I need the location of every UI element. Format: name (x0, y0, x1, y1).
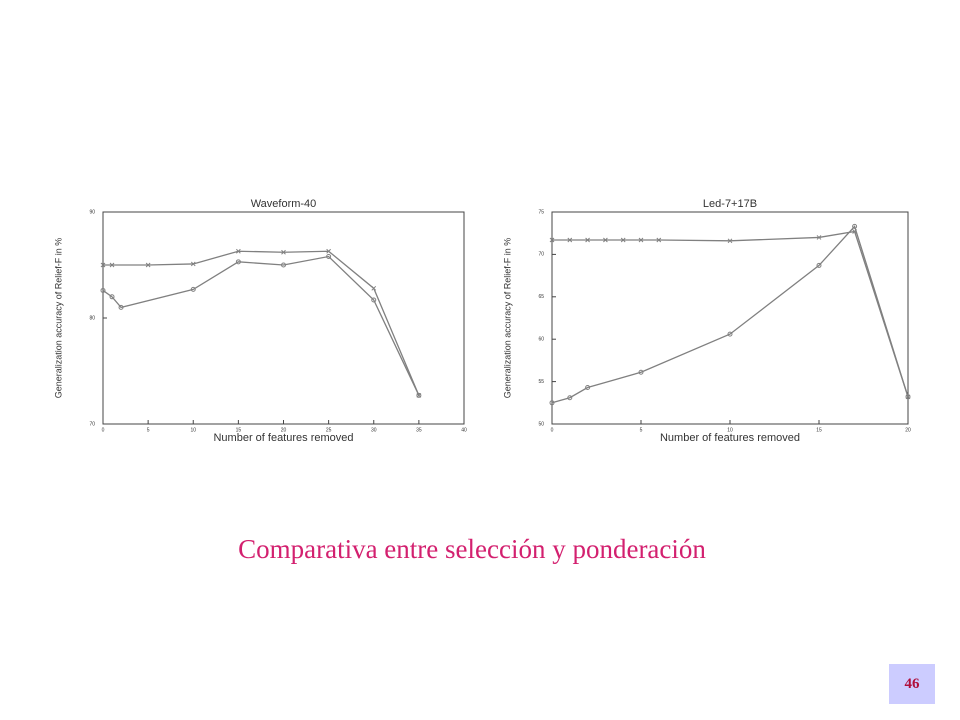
point (109, 262, 115, 268)
point (603, 237, 608, 243)
series-line (103, 250, 420, 396)
y-tick-label: 65 (538, 294, 544, 300)
point (100, 262, 106, 268)
x-tick-label: 0 (102, 427, 105, 433)
point (416, 392, 422, 398)
plot-frame (102, 211, 465, 425)
point (585, 237, 590, 243)
point (852, 223, 858, 229)
x-tick-label: 15 (816, 427, 822, 433)
point (905, 394, 911, 400)
point (549, 237, 555, 243)
point (109, 294, 115, 300)
point (549, 400, 555, 406)
point (620, 237, 626, 243)
point (235, 259, 241, 265)
x-tick-label: 30 (371, 427, 377, 433)
x-tick-label: 15 (236, 427, 242, 433)
series-line (552, 230, 909, 398)
point (567, 395, 573, 401)
point (638, 369, 644, 375)
y-tick-label: 90 (89, 209, 95, 215)
point (236, 248, 241, 254)
x-tick-label: 10 (727, 427, 733, 433)
point (638, 237, 644, 243)
x-tick-label: 5 (640, 427, 643, 433)
point (281, 249, 286, 255)
y-tick-label: 75 (538, 209, 544, 215)
point (118, 304, 124, 310)
point (816, 262, 822, 268)
y-axis-label: Generalization accuracy of Relief-F in % (502, 238, 512, 399)
point (371, 285, 377, 291)
point (190, 286, 196, 292)
point (145, 262, 151, 268)
point (100, 287, 106, 293)
point (371, 297, 377, 303)
x-tick-label: 5 (147, 427, 150, 433)
y-tick-label: 70 (538, 252, 544, 258)
x-tick-label: 20 (905, 427, 911, 433)
chart-title: Led-7+17B (703, 198, 757, 210)
page-number: 46 (889, 664, 935, 704)
series-line (551, 225, 909, 404)
series-line (102, 255, 420, 396)
y-tick-label: 55 (538, 379, 544, 385)
y-axis-label: Generalization accuracy of Relief-F in % (53, 238, 63, 399)
chart-title: Waveform-40 (251, 198, 317, 210)
x-tick-label: 10 (190, 427, 196, 433)
caption: Comparativa entre selección y ponderació… (238, 534, 706, 564)
point (190, 261, 196, 267)
x-tick-label: 40 (461, 427, 467, 433)
point (567, 237, 573, 243)
point (727, 238, 733, 244)
point (326, 254, 332, 260)
x-axis-label: Number of features removed (213, 432, 353, 444)
y-tick-label: 70 (89, 421, 95, 427)
x-tick-label: 25 (326, 427, 332, 433)
point (816, 235, 822, 240)
point (585, 385, 591, 391)
x-axis-label: Number of features removed (660, 432, 800, 444)
y-tick-label: 50 (538, 421, 544, 427)
x-tick-label: 0 (551, 427, 554, 433)
y-tick-label: 60 (538, 337, 544, 343)
x-tick-label: 20 (281, 427, 287, 433)
point (326, 248, 331, 254)
plot-frame (551, 211, 909, 425)
x-tick-label: 35 (416, 427, 422, 433)
point (727, 331, 733, 337)
y-tick-label: 80 (89, 315, 95, 321)
point (281, 262, 286, 268)
point (656, 237, 662, 243)
